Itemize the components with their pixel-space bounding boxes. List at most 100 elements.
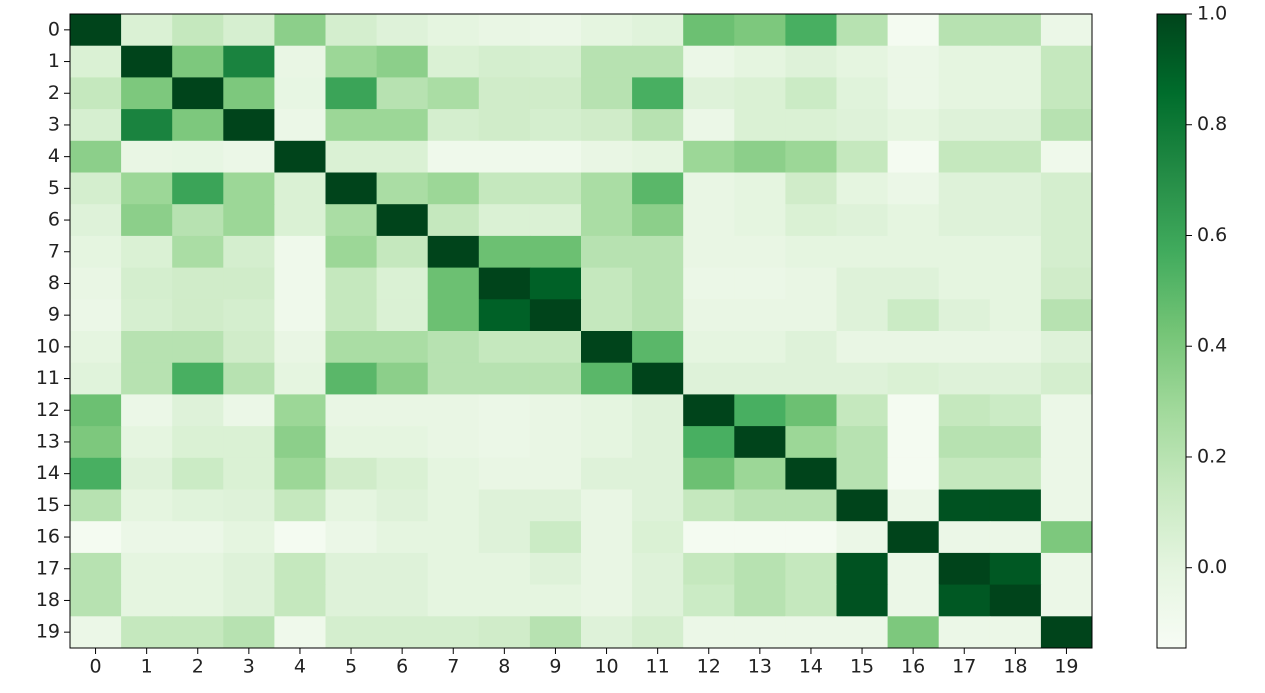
heatmap-cell bbox=[632, 584, 684, 617]
heatmap-cell bbox=[632, 204, 684, 237]
heatmap-cell bbox=[785, 267, 837, 300]
heatmap-cell bbox=[121, 394, 173, 427]
heatmap-cell bbox=[581, 45, 633, 78]
heatmap-cell bbox=[632, 235, 684, 269]
heatmap-cell bbox=[785, 394, 837, 427]
heatmap-cell bbox=[1040, 552, 1093, 586]
heatmap-cell bbox=[121, 426, 173, 459]
heatmap-cell bbox=[785, 235, 837, 269]
heatmap-cell bbox=[325, 426, 378, 459]
heatmap-cell bbox=[274, 521, 326, 554]
colorbar-tick-label: 1.0 bbox=[1197, 3, 1227, 25]
heatmap-cell bbox=[427, 267, 480, 300]
heatmap-cell bbox=[683, 457, 735, 490]
x-tick-label: 7 bbox=[447, 656, 459, 678]
heatmap-cell bbox=[121, 616, 173, 649]
heatmap-cell bbox=[1040, 616, 1093, 649]
heatmap-cell bbox=[989, 109, 1042, 142]
heatmap-cell bbox=[376, 489, 429, 522]
heatmap-cell bbox=[1040, 521, 1093, 554]
heatmap-cell bbox=[1040, 394, 1093, 427]
heatmap-cell bbox=[734, 109, 786, 142]
heatmap-cell bbox=[121, 584, 173, 617]
y-tick-label: 8 bbox=[48, 272, 60, 294]
heatmap-cell bbox=[274, 267, 326, 300]
heatmap-cell bbox=[376, 331, 429, 364]
x-tick-label: 8 bbox=[498, 656, 510, 678]
heatmap-cell bbox=[1040, 204, 1093, 237]
heatmap-cell bbox=[938, 489, 991, 522]
heatmap-cell bbox=[529, 14, 582, 47]
heatmap-cell bbox=[1040, 77, 1093, 110]
heatmap-cell bbox=[478, 204, 531, 237]
heatmap-cell bbox=[938, 235, 991, 269]
heatmap-cell bbox=[274, 204, 326, 237]
heatmap-cell bbox=[734, 394, 786, 427]
heatmap-cell bbox=[683, 584, 735, 617]
heatmap-cell bbox=[529, 426, 582, 459]
heatmap-cell bbox=[427, 45, 480, 78]
heatmap-cell bbox=[478, 362, 531, 395]
heatmap-cell bbox=[632, 362, 684, 395]
heatmap-cell bbox=[325, 14, 378, 47]
x-tick-label: 9 bbox=[549, 656, 561, 678]
x-tick-label: 16 bbox=[901, 656, 925, 678]
heatmap-cell bbox=[938, 14, 991, 47]
heatmap-cell bbox=[785, 426, 837, 459]
heatmap-cell bbox=[223, 552, 275, 586]
heatmap-cell bbox=[938, 362, 991, 395]
heatmap-cell bbox=[989, 394, 1042, 427]
heatmap-cell bbox=[734, 204, 786, 237]
heatmap-cell bbox=[836, 489, 889, 522]
heatmap-cell bbox=[70, 552, 122, 586]
x-tick-label: 0 bbox=[90, 656, 102, 678]
heatmap-cell bbox=[836, 521, 889, 554]
x-tick-label: 19 bbox=[1054, 656, 1078, 678]
heatmap-cell bbox=[376, 426, 429, 459]
heatmap-cell bbox=[172, 204, 224, 237]
heatmap-cell bbox=[785, 489, 837, 522]
heatmap-cell bbox=[121, 109, 173, 142]
heatmap-cell bbox=[325, 172, 378, 205]
heatmap-cell bbox=[376, 14, 429, 47]
heatmap-cell bbox=[734, 616, 786, 649]
heatmap-cell bbox=[632, 426, 684, 459]
heatmap-cell bbox=[325, 457, 378, 490]
heatmap-cell bbox=[172, 584, 224, 617]
y-tick-label: 0 bbox=[48, 18, 60, 40]
heatmap-cell bbox=[632, 299, 684, 332]
colorbar-tick-label: 0.2 bbox=[1197, 445, 1227, 467]
heatmap-cell bbox=[581, 109, 633, 142]
heatmap-cell bbox=[223, 172, 275, 205]
heatmap-cell bbox=[632, 140, 684, 173]
heatmap-cell bbox=[70, 172, 122, 205]
heatmap-cell bbox=[427, 552, 480, 586]
heatmap-cell bbox=[376, 235, 429, 269]
heatmap-cell bbox=[427, 235, 480, 269]
heatmap-cell bbox=[734, 235, 786, 269]
heatmap-cell bbox=[887, 77, 940, 110]
heatmap-cell bbox=[683, 616, 735, 649]
heatmap-cell bbox=[734, 426, 786, 459]
heatmap-cell bbox=[121, 489, 173, 522]
heatmap-cell bbox=[938, 140, 991, 173]
heatmap-cell bbox=[1040, 109, 1093, 142]
heatmap-cell bbox=[172, 140, 224, 173]
heatmap-cell bbox=[836, 14, 889, 47]
y-tick-label: 19 bbox=[36, 621, 60, 643]
heatmap-cell bbox=[529, 235, 582, 269]
heatmap-cell bbox=[121, 521, 173, 554]
heatmap-cell bbox=[427, 77, 480, 110]
heatmap-cell bbox=[1040, 267, 1093, 300]
heatmap-cell bbox=[836, 172, 889, 205]
heatmap-cell bbox=[734, 521, 786, 554]
heatmap-cell bbox=[121, 172, 173, 205]
heatmap-cell bbox=[325, 204, 378, 237]
heatmap-cell bbox=[887, 331, 940, 364]
heatmap-cell bbox=[989, 584, 1042, 617]
heatmap-cell bbox=[325, 299, 378, 332]
heatmap-cell bbox=[632, 457, 684, 490]
heatmap-cell bbox=[529, 457, 582, 490]
heatmap-cell bbox=[887, 489, 940, 522]
heatmap-cell bbox=[989, 299, 1042, 332]
